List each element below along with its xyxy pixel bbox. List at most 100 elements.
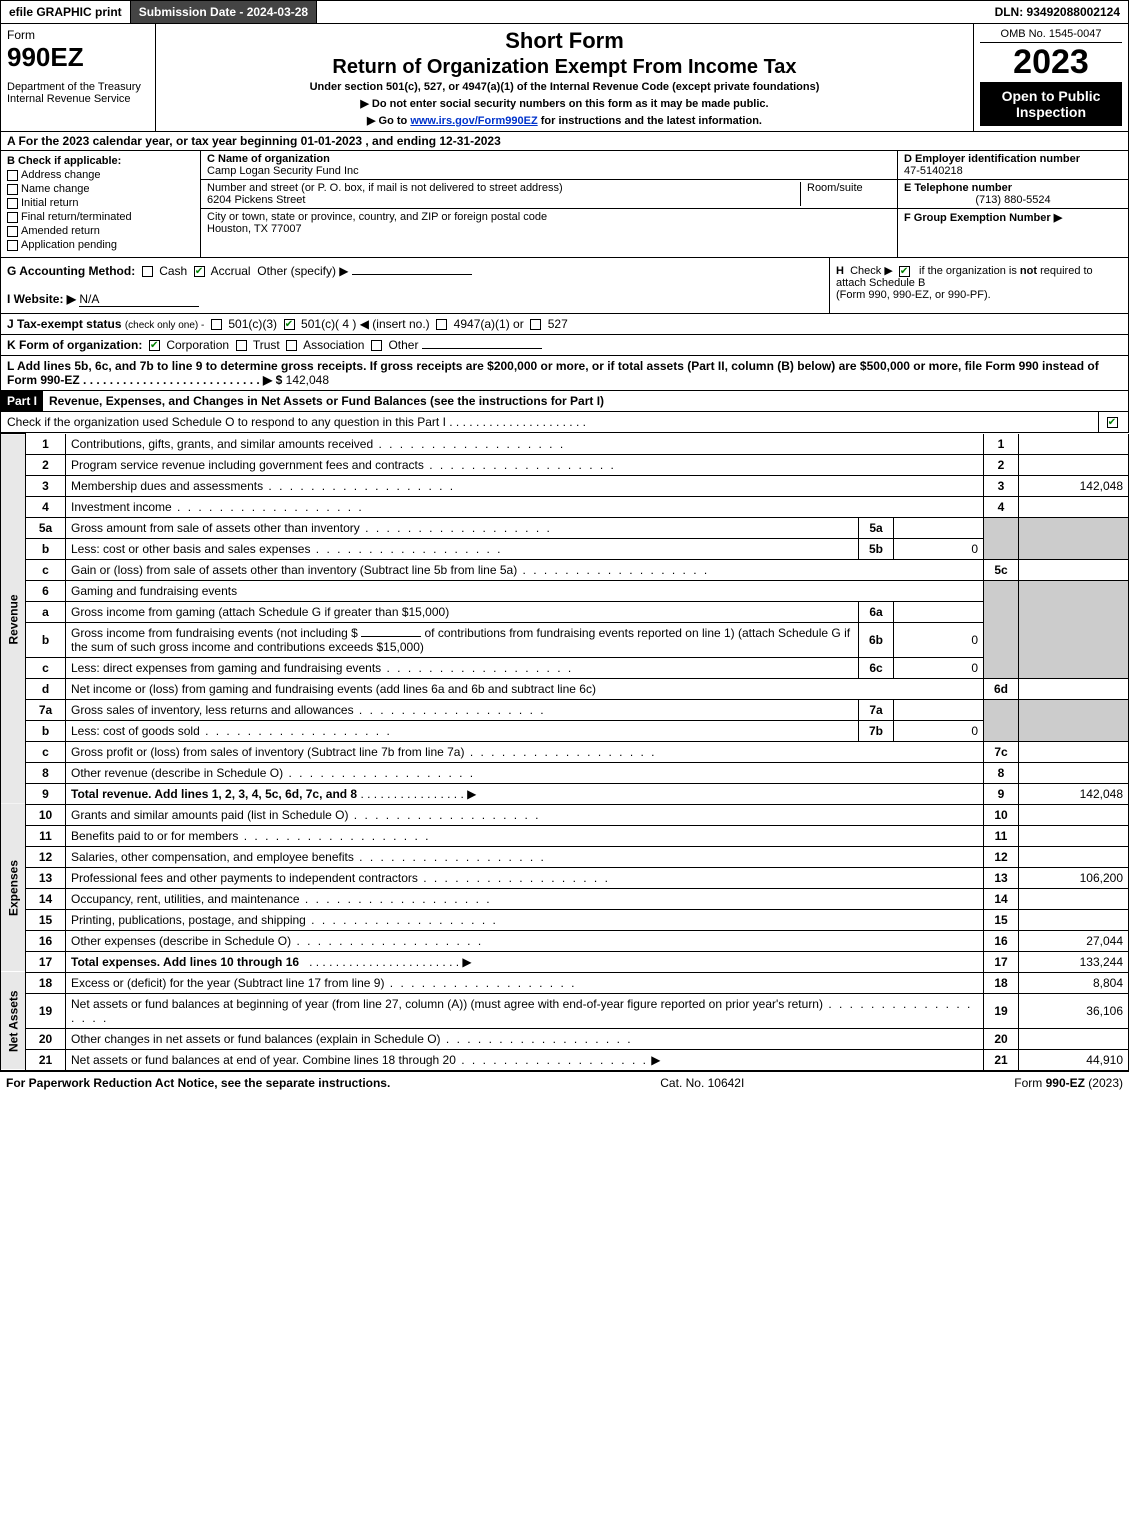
opt-501c3: 501(c)(3) [228, 317, 277, 331]
street-value: 6204 Pickens Street [207, 194, 305, 206]
l6b-num: b [26, 622, 66, 657]
cb-initial-return[interactable]: Initial return [7, 197, 194, 209]
cb-accrual[interactable] [194, 266, 205, 277]
l5c-amt [1019, 559, 1129, 580]
l4-num: 4 [26, 496, 66, 517]
l19-box: 19 [984, 993, 1019, 1028]
line-10: Expenses 10 Grants and similar amounts p… [1, 804, 1129, 825]
l6a-desc: Gross income from gaming (attach Schedul… [71, 605, 449, 619]
col-b-header: B Check if applicable: [7, 155, 194, 167]
footer-right-post: (2023) [1085, 1076, 1123, 1090]
l20-amt [1019, 1028, 1129, 1049]
cash-label: Cash [159, 264, 187, 278]
part-1-header-row: Part I Revenue, Expenses, and Changes in… [0, 391, 1129, 412]
cb-cash[interactable] [142, 266, 153, 277]
cb-4947[interactable] [436, 319, 447, 330]
form-header: Form 990EZ Department of the Treasury In… [0, 24, 1129, 132]
h-label: H [836, 265, 844, 277]
l5a-num: 5a [26, 517, 66, 538]
part-1-sub: Check if the organization used Schedule … [7, 415, 586, 429]
l10-desc: Grants and similar amounts paid (list in… [71, 808, 540, 822]
l-gross-receipts: L Add lines 5b, 6c, and 7b to line 9 to … [0, 356, 1129, 391]
cb-schedule-o-part1[interactable] [1107, 417, 1118, 428]
footer-mid: Cat. No. 10642I [660, 1076, 744, 1090]
l18-amt: 8,804 [1019, 972, 1129, 993]
opt-4947: 4947(a)(1) or [454, 317, 524, 331]
j-tax-exempt: J Tax-exempt status (check only one) - 5… [0, 314, 1129, 335]
cb-name-change[interactable]: Name change [7, 183, 194, 195]
l17-num: 17 [26, 951, 66, 972]
cb-trust[interactable] [236, 340, 247, 351]
j-label: J Tax-exempt status [7, 317, 122, 331]
k-label: K Form of organization: [7, 338, 142, 352]
l11-box: 11 [984, 825, 1019, 846]
submission-date: Submission Date - 2024-03-28 [131, 1, 317, 23]
line-7a: 7a Gross sales of inventory, less return… [1, 699, 1129, 720]
l15-box: 15 [984, 909, 1019, 930]
cb-501c[interactable] [284, 319, 295, 330]
cb-schedule-b[interactable] [899, 266, 910, 277]
l17-box: 17 [984, 951, 1019, 972]
l7a-num: 7a [26, 699, 66, 720]
part-1-title: Revenue, Expenses, and Changes in Net As… [43, 394, 604, 408]
cb-corporation[interactable] [149, 340, 160, 351]
line-7c: c Gross profit or (loss) from sales of i… [1, 741, 1129, 762]
cb-527[interactable] [530, 319, 541, 330]
side-revenue: Revenue [1, 434, 26, 805]
l4-box: 4 [984, 496, 1019, 517]
other-specify-input[interactable] [352, 274, 472, 275]
i-label: I Website: ▶ [7, 292, 76, 306]
cb-final-return[interactable]: Final return/terminated [7, 211, 194, 223]
cb-501c3[interactable] [211, 319, 222, 330]
l13-desc: Professional fees and other payments to … [71, 871, 610, 885]
l7c-num: c [26, 741, 66, 762]
l8-num: 8 [26, 762, 66, 783]
l6b-blank[interactable] [361, 636, 421, 637]
l15-num: 15 [26, 909, 66, 930]
l19-amt: 36,106 [1019, 993, 1129, 1028]
cb-other-org[interactable] [371, 340, 382, 351]
l6a-sub: 6a [859, 601, 894, 622]
other-org-input[interactable] [422, 348, 542, 349]
l1-amt [1019, 434, 1129, 455]
dept-line-1: Department of the Treasury [7, 81, 149, 93]
l15-desc: Printing, publications, postage, and shi… [71, 913, 498, 927]
line-11: 11 Benefits paid to or for members 11 [1, 825, 1129, 846]
part-1-sub-row: Check if the organization used Schedule … [0, 412, 1129, 433]
opt-corporation: Corporation [166, 338, 229, 352]
l4-desc: Investment income [71, 500, 364, 514]
l15-amt [1019, 909, 1129, 930]
l7c-desc: Gross profit or (loss) from sales of inv… [71, 745, 657, 759]
cb-name-change-label: Name change [21, 183, 90, 195]
l6a-num: a [26, 601, 66, 622]
col-c-org-info: C Name of organization Camp Logan Securi… [201, 151, 898, 257]
l21-amt: 44,910 [1019, 1049, 1129, 1070]
line-19: 19 Net assets or fund balances at beginn… [1, 993, 1129, 1028]
cb-application-pending[interactable]: Application pending [7, 239, 194, 251]
accrual-label: Accrual [211, 264, 251, 278]
irs-link[interactable]: www.irs.gov/Form990EZ [410, 115, 537, 127]
cb-amended-return[interactable]: Amended return [7, 225, 194, 237]
h-schedule-b: H Check ▶ if the organization is not req… [829, 258, 1129, 314]
cb-address-change[interactable]: Address change [7, 169, 194, 181]
l7c-amt [1019, 741, 1129, 762]
phone-block: E Telephone number (713) 880-5524 [898, 180, 1128, 209]
l-amount: 142,048 [286, 373, 329, 387]
grey-6-amt [1019, 580, 1129, 678]
line-6d: d Net income or (loss) from gaming and f… [1, 678, 1129, 699]
opt-association: Association [303, 338, 364, 352]
l4-amt [1019, 496, 1129, 517]
side-netassets: Net Assets [1, 972, 26, 1070]
l6a-subamt [894, 601, 984, 622]
l12-num: 12 [26, 846, 66, 867]
phone-label: E Telephone number [904, 182, 1012, 194]
footer-right-pre: Form [1014, 1076, 1045, 1090]
l16-box: 16 [984, 930, 1019, 951]
opt-501c: 501(c)( 4 ) ◀ (insert no.) [301, 317, 430, 331]
l5b-num: b [26, 538, 66, 559]
l6d-num: d [26, 678, 66, 699]
l12-amt [1019, 846, 1129, 867]
line-12: 12 Salaries, other compensation, and emp… [1, 846, 1129, 867]
part-1-badge: Part I [1, 391, 43, 411]
cb-association[interactable] [286, 340, 297, 351]
